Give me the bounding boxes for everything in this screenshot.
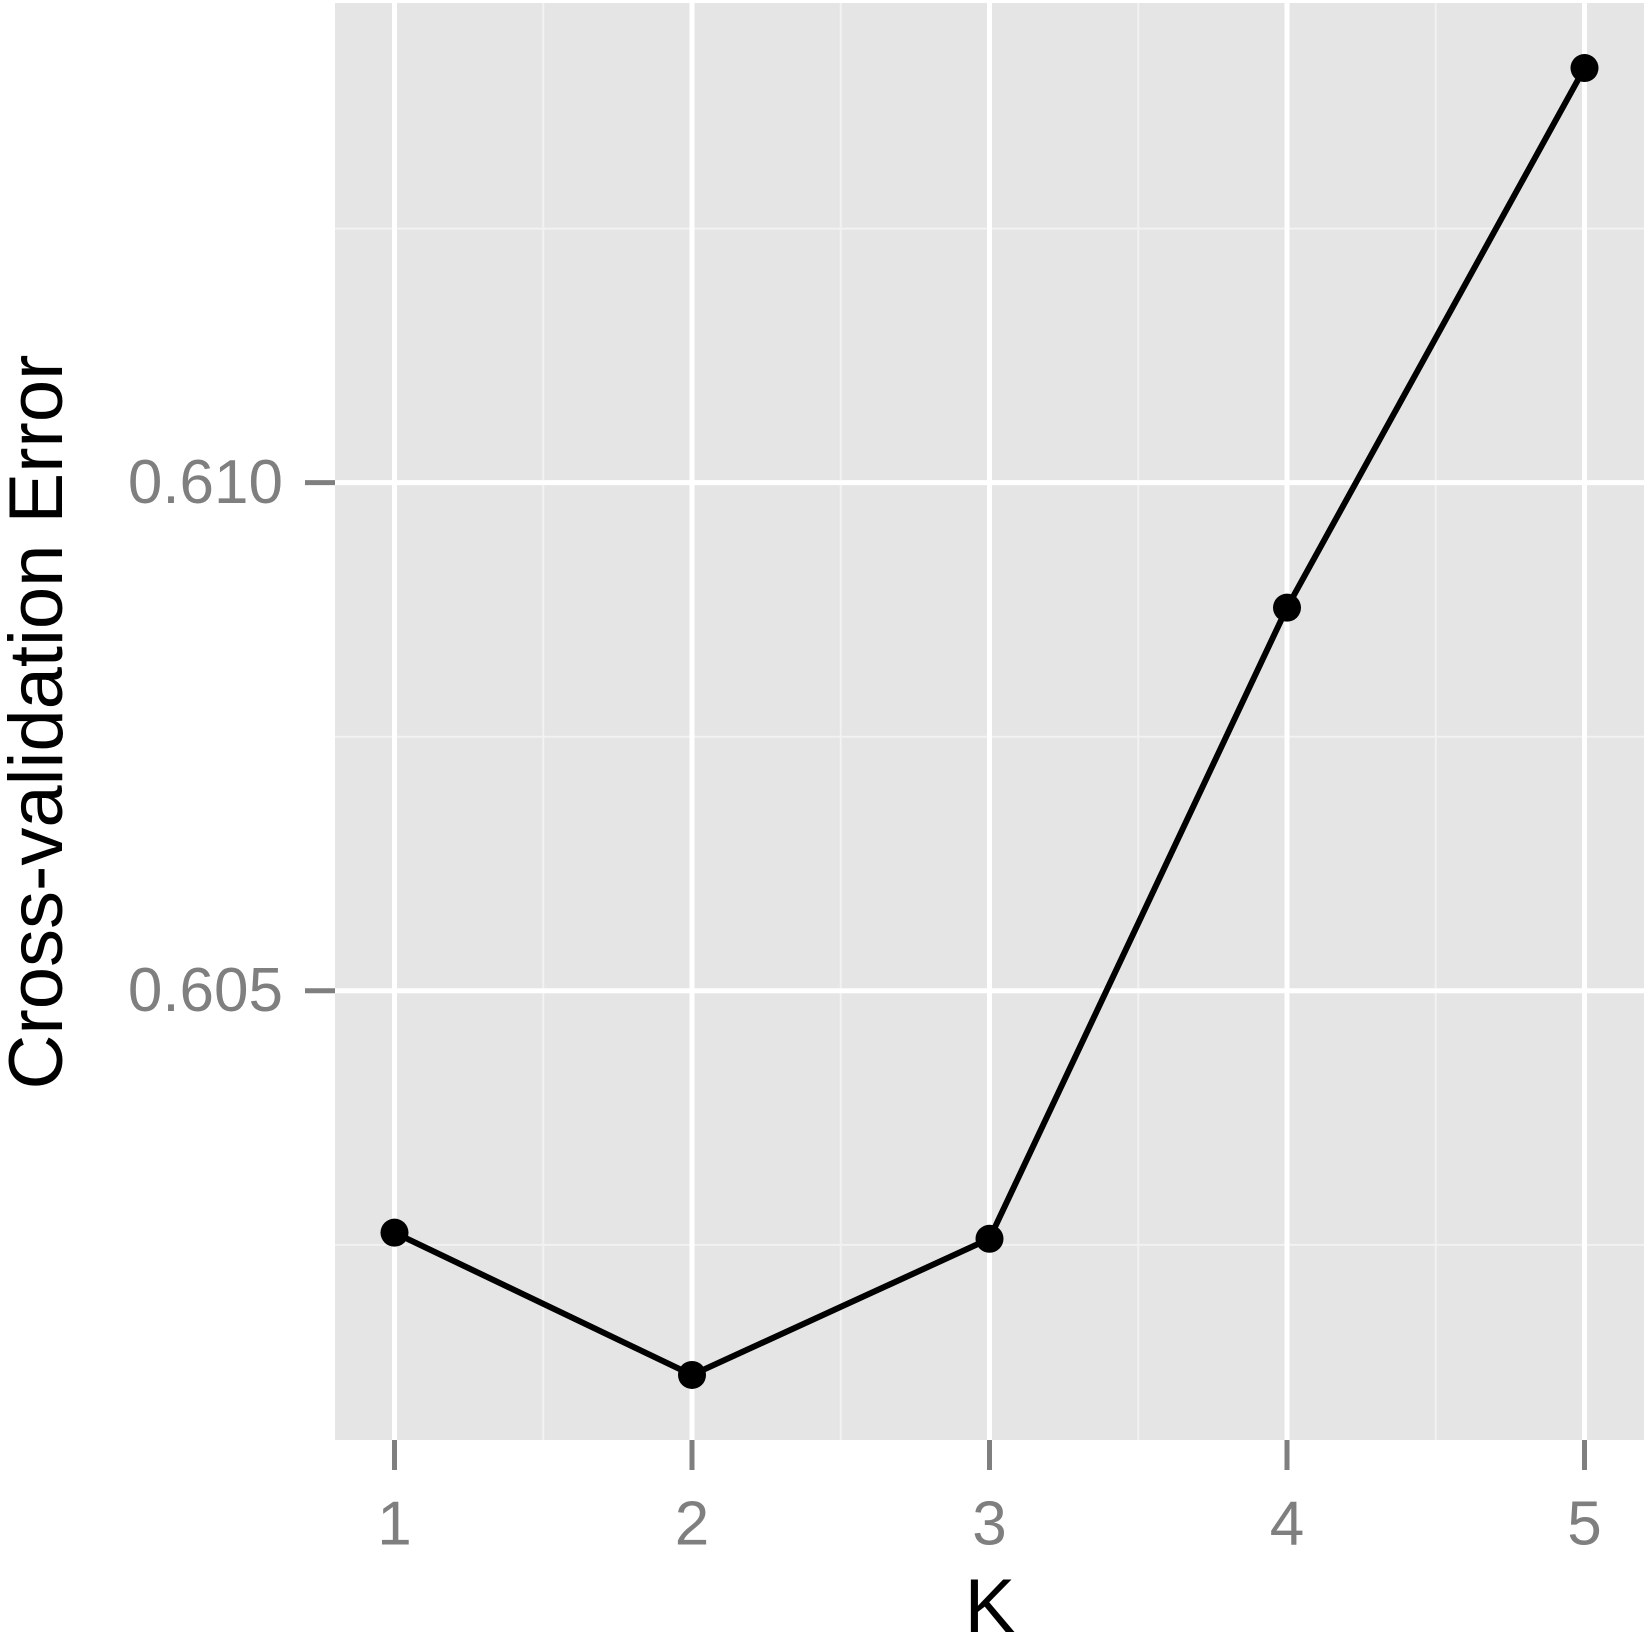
x-tick-label: 5 — [1567, 1489, 1601, 1558]
point — [678, 1360, 706, 1389]
point — [1273, 593, 1301, 622]
y-tick-label: 0.605 — [128, 956, 283, 1025]
x-axis-title: K — [965, 1564, 1016, 1648]
point — [380, 1218, 409, 1247]
x-tick-label: 4 — [1270, 1489, 1304, 1558]
point — [975, 1224, 1004, 1253]
y-tick-label: 0.610 — [128, 448, 283, 517]
x-tick-label: 3 — [972, 1489, 1006, 1558]
y-axis-title: Cross-validation Error — [0, 355, 79, 1090]
point — [1570, 54, 1599, 83]
x-tick-label: 1 — [377, 1489, 411, 1558]
x-tick-label: 2 — [675, 1489, 709, 1558]
